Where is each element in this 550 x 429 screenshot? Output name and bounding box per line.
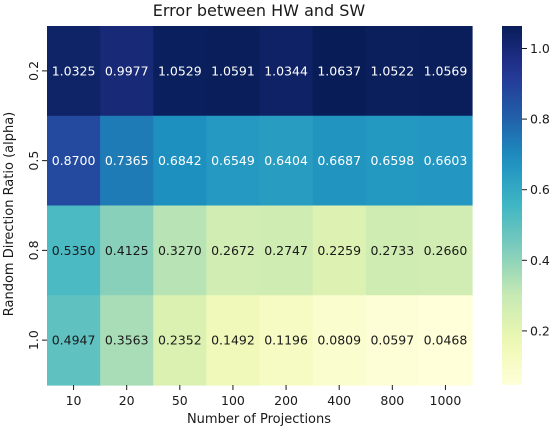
heatmap-cell	[100, 295, 154, 386]
cell-value-label: 0.6549	[211, 153, 255, 168]
cell-value-label: 0.2733	[370, 243, 414, 258]
heatmap-cell	[365, 115, 420, 207]
cell-value-label: 0.4125	[105, 243, 149, 258]
heatmap-cells: 1.0325 0.9977 1.0529 1.0591 1.0344 1.0637 1.05…	[47, 26, 473, 386]
colorbar-tick-label: 0.8	[530, 112, 550, 127]
cell-value-label: 0.2747	[264, 243, 308, 258]
x-axis-label: Number of Projections	[187, 412, 331, 427]
y-axis-label: Random Direction Ratio (alpha)	[2, 112, 17, 317]
heatmap-cell	[47, 205, 101, 296]
cell-value-label: 1.0591	[211, 63, 255, 78]
cell-value-label: 0.6842	[158, 153, 202, 168]
x-tick-label: 400	[327, 393, 351, 408]
x-tick-label: 200	[274, 393, 298, 408]
colorbar-tick-label: 1.0	[530, 41, 550, 56]
heatmap-cell	[100, 26, 154, 117]
cell-value-label: 0.0597	[370, 333, 414, 348]
x-tick-label: 1000	[430, 393, 462, 408]
x-tick-label: 50	[172, 393, 188, 408]
cell-value-label: 0.3563	[105, 333, 149, 348]
y-tick-label: 0.5	[26, 151, 41, 171]
cell-value-label: 0.6404	[264, 153, 308, 168]
heatmap-cell	[312, 205, 367, 296]
x-axis-ticks: 10 20 50 100 200 400 800 1000	[66, 385, 462, 408]
cell-value-label: 0.8700	[52, 153, 96, 168]
heatmap-cell	[365, 26, 420, 117]
x-tick-label: 100	[221, 393, 245, 408]
heatmap-cell	[259, 295, 314, 386]
cell-value-label: 0.2660	[424, 243, 468, 258]
heatmap-cell	[153, 295, 207, 386]
cell-value-label: 0.6687	[317, 153, 361, 168]
heatmap-cell	[418, 26, 473, 117]
heatmap-cell	[206, 26, 261, 117]
cell-value-label: 1.0529	[158, 63, 202, 78]
y-tick-label: 0.2	[26, 61, 41, 81]
heatmap-cell	[47, 295, 101, 386]
cell-value-label: 0.9977	[105, 63, 149, 78]
chart-title: Error between HW and SW	[153, 1, 366, 20]
cell-value-label: 0.2352	[158, 333, 202, 348]
heatmap-cell	[100, 205, 154, 296]
x-tick-label: 10	[66, 393, 82, 408]
cell-value-label: 0.0809	[317, 333, 361, 348]
heatmap-cell	[153, 26, 207, 117]
x-tick-label: 800	[380, 393, 404, 408]
heatmap-cell	[418, 115, 473, 207]
cell-value-label: 0.2259	[317, 243, 361, 258]
heatmap-cell	[312, 115, 367, 207]
heatmap-cell	[206, 115, 261, 207]
y-axis-ticks: 0.2 0.5 0.8 1.0	[26, 61, 47, 350]
cell-value-label: 0.7365	[105, 153, 149, 168]
heatmap-cell	[418, 205, 473, 296]
colorbar-tick-label: 0.6	[530, 182, 550, 197]
cell-value-label: 0.2672	[211, 243, 255, 258]
y-tick-label: 0.8	[26, 240, 41, 260]
cell-value-label: 0.1196	[264, 333, 308, 348]
colorbar-ticks: 0.2 0.4 0.6 0.8 1.0	[522, 41, 550, 338]
heatmap-cell	[312, 26, 367, 117]
heatmap-cell	[100, 115, 154, 207]
heatmap-cell	[206, 295, 261, 386]
colorbar-tick-label: 0.4	[530, 253, 550, 268]
heatmap-cell	[418, 295, 473, 386]
cell-value-label: 0.4947	[52, 333, 96, 348]
cell-value-label: 1.0637	[317, 63, 361, 78]
heatmap-cell	[153, 115, 207, 207]
colorbar	[502, 26, 522, 385]
heatmap-cell	[365, 295, 420, 386]
heatmap-cell	[259, 205, 314, 296]
heatmap-cell	[365, 205, 420, 296]
cell-value-label: 1.0522	[370, 63, 414, 78]
y-tick-label: 1.0	[26, 330, 41, 350]
cell-value-label: 0.6598	[370, 153, 414, 168]
heatmap-cell	[47, 26, 101, 117]
cell-value-label: 1.0325	[52, 63, 96, 78]
heatmap-cell	[153, 205, 207, 296]
x-tick-label: 20	[119, 393, 135, 408]
cell-value-label: 0.6603	[424, 153, 468, 168]
cell-value-label: 1.0569	[424, 63, 468, 78]
cell-value-label: 0.1492	[211, 333, 255, 348]
cell-value-label: 0.0468	[424, 333, 468, 348]
heatmap-cell	[259, 115, 314, 207]
cell-value-label: 0.5350	[52, 243, 96, 258]
heatmap-cell	[47, 115, 101, 207]
cell-value-label: 0.3270	[158, 243, 202, 258]
heatmap-cell	[312, 295, 367, 386]
colorbar-tick-label: 0.2	[530, 323, 550, 338]
heatmap-cell	[206, 205, 261, 296]
heatmap-cell	[259, 26, 314, 117]
cell-value-label: 1.0344	[264, 63, 308, 78]
